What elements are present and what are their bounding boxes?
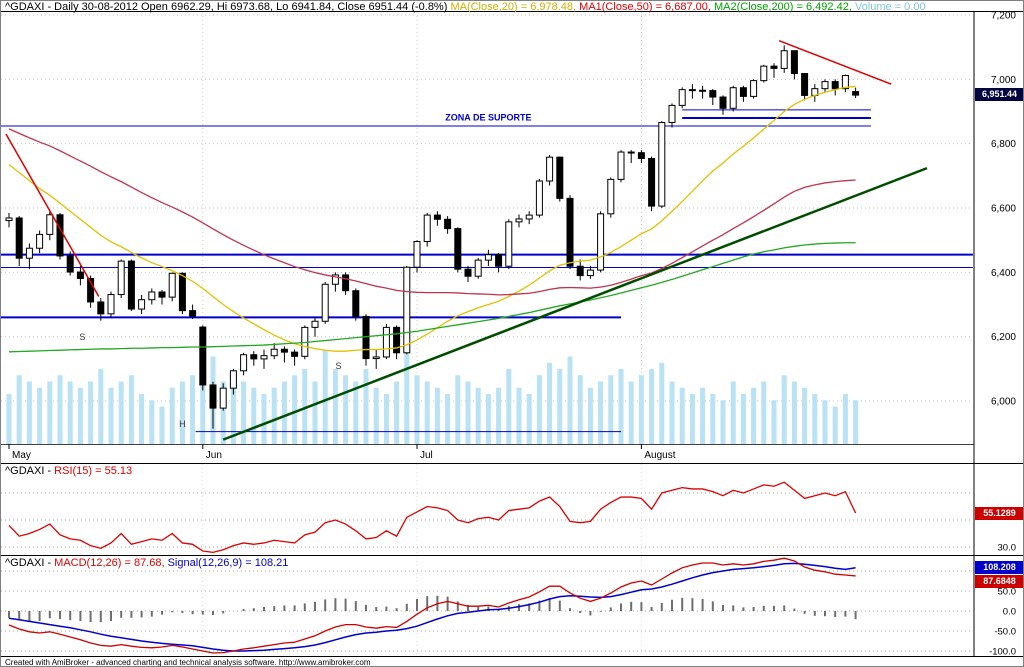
svg-text:S: S bbox=[79, 332, 85, 342]
svg-text:30.0: 30.0 bbox=[998, 543, 1017, 554]
svg-text:6,800: 6,800 bbox=[991, 139, 1016, 150]
svg-text:0.0: 0.0 bbox=[1003, 607, 1016, 618]
svg-text:August: August bbox=[644, 450, 675, 461]
footer-credit: Created with AmiBroker - advanced charti… bbox=[5, 658, 371, 667]
svg-text:S: S bbox=[335, 361, 341, 371]
title-segment: Signal(12,26,9) = 108.21 bbox=[167, 557, 289, 569]
title-segment: ^GDAXI - Daily 30-08-2012 Open 6962.29, … bbox=[5, 1, 451, 13]
svg-text:7,200: 7,200 bbox=[991, 11, 1016, 22]
last-price-badge: 6,951.44 bbox=[975, 88, 1023, 101]
title-segment: MA(Close,20) = 6,978.48, bbox=[450, 1, 580, 13]
svg-text:6,200: 6,200 bbox=[991, 332, 1016, 343]
svg-text:-100.0: -100.0 bbox=[989, 647, 1016, 658]
svg-text:May: May bbox=[12, 450, 31, 461]
svg-text:Jun: Jun bbox=[206, 450, 222, 461]
svg-text:Jul: Jul bbox=[420, 450, 433, 461]
svg-text:6,600: 6,600 bbox=[991, 204, 1016, 215]
rsi-panel-title: ^GDAXI - RSI(15) = 55.13 bbox=[5, 466, 132, 477]
footer-text: Created with AmiBroker - advanced charti… bbox=[5, 658, 371, 667]
macd-value-badge: 87.6848 bbox=[975, 575, 1023, 588]
macd-panel-title: ^GDAXI - MACD(12,26) = 87.68, Signal(12,… bbox=[5, 558, 288, 569]
price-panel-title: ^GDAXI - Daily 30-08-2012 Open 6962.29, … bbox=[5, 2, 926, 13]
title-segment: MA1(Close,50) = 6,687.00, bbox=[579, 1, 714, 13]
title-segment: Volume = 0.00 bbox=[854, 1, 926, 13]
svg-text:ZONA DE SUPORTE: ZONA DE SUPORTE bbox=[445, 113, 531, 123]
svg-text:H: H bbox=[179, 419, 186, 429]
svg-text:-50.0: -50.0 bbox=[994, 627, 1016, 638]
title-segment: MACD(12,26) = 87.68, bbox=[54, 557, 168, 569]
svg-text:50.0: 50.0 bbox=[998, 587, 1017, 598]
title-segment: RSI(15) = 55.13 bbox=[54, 465, 133, 477]
svg-text:6,400: 6,400 bbox=[991, 268, 1016, 279]
title-segment: ^GDAXI - bbox=[5, 557, 55, 569]
svg-text:6,000: 6,000 bbox=[991, 397, 1016, 408]
macd-signal-value-badge: 108.208 bbox=[975, 561, 1023, 574]
title-segment: ^GDAXI - bbox=[5, 465, 55, 477]
title-segment: MA2(Close,200) = 6,492.42, bbox=[713, 1, 855, 13]
svg-text:7,000: 7,000 bbox=[991, 75, 1016, 86]
rsi-value-badge: 55.1289 bbox=[975, 507, 1023, 520]
